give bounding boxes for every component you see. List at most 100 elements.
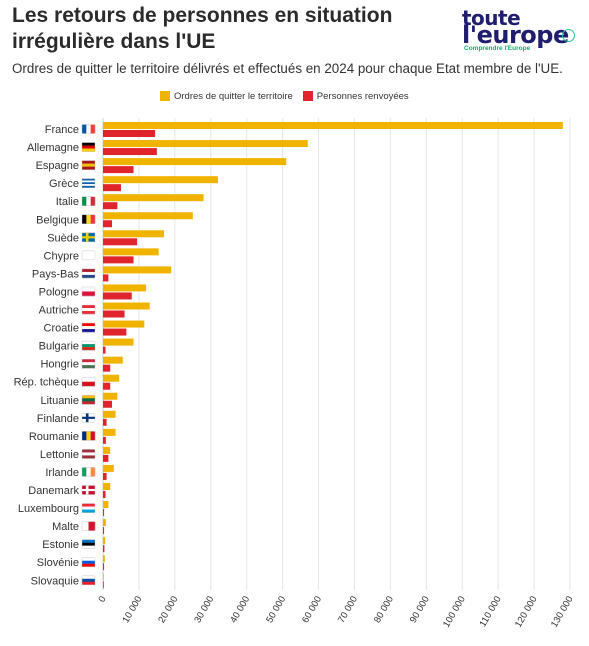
flag-part xyxy=(88,521,96,531)
bar-ordres[interactable] xyxy=(103,140,308,148)
bar-ordres[interactable] xyxy=(103,483,111,490)
country-label: Danemark xyxy=(28,485,79,497)
bar-ordres[interactable] xyxy=(103,320,145,328)
bar-ordres[interactable] xyxy=(103,248,159,256)
bar-ordres[interactable] xyxy=(103,428,116,436)
bar-ordres[interactable] xyxy=(103,356,123,364)
flag-part xyxy=(82,455,95,459)
bar-renvoyees[interactable] xyxy=(103,166,134,174)
x-tick-label: 0 xyxy=(96,594,108,604)
bar-ordres[interactable] xyxy=(103,122,563,129)
bar-ordres[interactable] xyxy=(103,374,120,382)
country-flag-icon xyxy=(81,521,96,531)
country-flag-icon xyxy=(81,413,96,423)
bar-renvoyees[interactable] xyxy=(103,256,134,264)
bar-renvoyees[interactable] xyxy=(103,148,157,156)
flag-part xyxy=(86,196,91,206)
bar-renvoyees[interactable] xyxy=(103,202,118,210)
x-tick-label: 50 000 xyxy=(264,594,288,625)
bar-ordres[interactable] xyxy=(103,266,172,274)
bar-renvoyees[interactable] xyxy=(103,184,121,192)
flag-part xyxy=(81,539,96,549)
flag-part xyxy=(82,575,95,579)
bar-ordres[interactable] xyxy=(103,194,204,202)
country-label: Croatie xyxy=(44,323,79,335)
bar-ordres[interactable] xyxy=(103,302,150,310)
bar-renvoyees[interactable] xyxy=(103,292,132,300)
country-flag-icon xyxy=(81,557,96,567)
bar-ordres[interactable] xyxy=(103,338,134,346)
bar-ordres[interactable] xyxy=(103,212,193,220)
toute-leurope-logo[interactable]: toute l'europe Comprendre l'Europe xyxy=(462,8,580,56)
bar-ordres[interactable] xyxy=(103,176,218,184)
flag-part xyxy=(82,329,95,333)
flag-part xyxy=(81,575,96,585)
bar-ordres[interactable] xyxy=(103,158,287,166)
bar-renvoyees[interactable] xyxy=(103,400,112,408)
bar-ordres[interactable] xyxy=(103,537,106,545)
bar-renvoyees[interactable] xyxy=(103,454,109,462)
legend-item-renvoyees[interactable]: Personnes renvoyées xyxy=(302,91,409,102)
flag-part xyxy=(82,359,95,363)
bar-renvoyees[interactable] xyxy=(103,581,104,589)
country-label: Malte xyxy=(52,521,79,533)
country-label: Bulgarie xyxy=(39,341,79,353)
bar-ordres[interactable] xyxy=(103,392,118,400)
flag-part xyxy=(82,214,87,224)
flag-part xyxy=(86,124,91,134)
bar-renvoyees[interactable] xyxy=(103,472,107,480)
flag-part xyxy=(82,160,95,164)
logo-ring-icon xyxy=(562,29,575,42)
country-flag-icon xyxy=(81,232,96,243)
bar-renvoyees[interactable] xyxy=(103,382,111,390)
flag-part xyxy=(82,467,87,477)
bar-renvoyees[interactable] xyxy=(103,436,106,444)
flag-part xyxy=(82,271,95,276)
bar-renvoyees[interactable] xyxy=(103,527,105,535)
bar-ordres[interactable] xyxy=(103,230,165,238)
flag-part xyxy=(81,340,96,351)
flag-part xyxy=(81,322,96,333)
bar-ordres[interactable] xyxy=(103,519,106,527)
country-flag-icon xyxy=(81,196,96,206)
bar-renvoyees[interactable] xyxy=(103,310,125,318)
bar-renvoyees[interactable] xyxy=(103,130,156,137)
x-tick-label: 40 000 xyxy=(228,594,252,625)
flag-part xyxy=(82,180,95,183)
country-label: Luxembourg xyxy=(18,503,79,515)
country-label: Suède xyxy=(47,232,79,244)
bar-ordres[interactable] xyxy=(103,555,105,563)
flag-part xyxy=(82,268,95,273)
bar-renvoyees[interactable] xyxy=(103,509,105,517)
x-tick-label: 130 000 xyxy=(549,594,576,629)
bar-renvoyees[interactable] xyxy=(103,238,138,246)
country-flag-icon xyxy=(81,340,96,351)
bar-renvoyees[interactable] xyxy=(103,220,112,228)
bar-renvoyees[interactable] xyxy=(103,418,107,426)
bar-ordres[interactable] xyxy=(103,446,111,454)
bar-ordres[interactable] xyxy=(103,284,147,292)
flag-part xyxy=(82,308,95,312)
flag-part xyxy=(82,449,95,453)
bar-ordres[interactable] xyxy=(103,464,114,472)
country-flag-icon xyxy=(81,575,96,585)
bar-renvoyees[interactable] xyxy=(103,563,105,571)
flag-part xyxy=(82,145,95,149)
country-label: Chypre xyxy=(44,250,79,262)
bar-ordres[interactable] xyxy=(103,573,104,581)
legend-item-ordres[interactable]: Ordres de quitter le territoire xyxy=(160,91,293,102)
x-tick-label: 110 000 xyxy=(477,594,503,629)
bar-renvoyees[interactable] xyxy=(103,346,106,354)
country-flag-icon xyxy=(81,322,96,333)
bar-ordres[interactable] xyxy=(103,501,109,509)
flag-part xyxy=(82,311,95,315)
flag-part xyxy=(86,214,91,224)
flag-part xyxy=(82,506,95,510)
bar-renvoyees[interactable] xyxy=(103,274,109,282)
bar-renvoyees[interactable] xyxy=(103,545,105,553)
flag-part xyxy=(81,304,96,315)
bar-renvoyees[interactable] xyxy=(103,364,111,372)
bar-renvoyees[interactable] xyxy=(103,491,106,498)
bar-renvoyees[interactable] xyxy=(103,328,127,336)
bar-ordres[interactable] xyxy=(103,410,116,418)
